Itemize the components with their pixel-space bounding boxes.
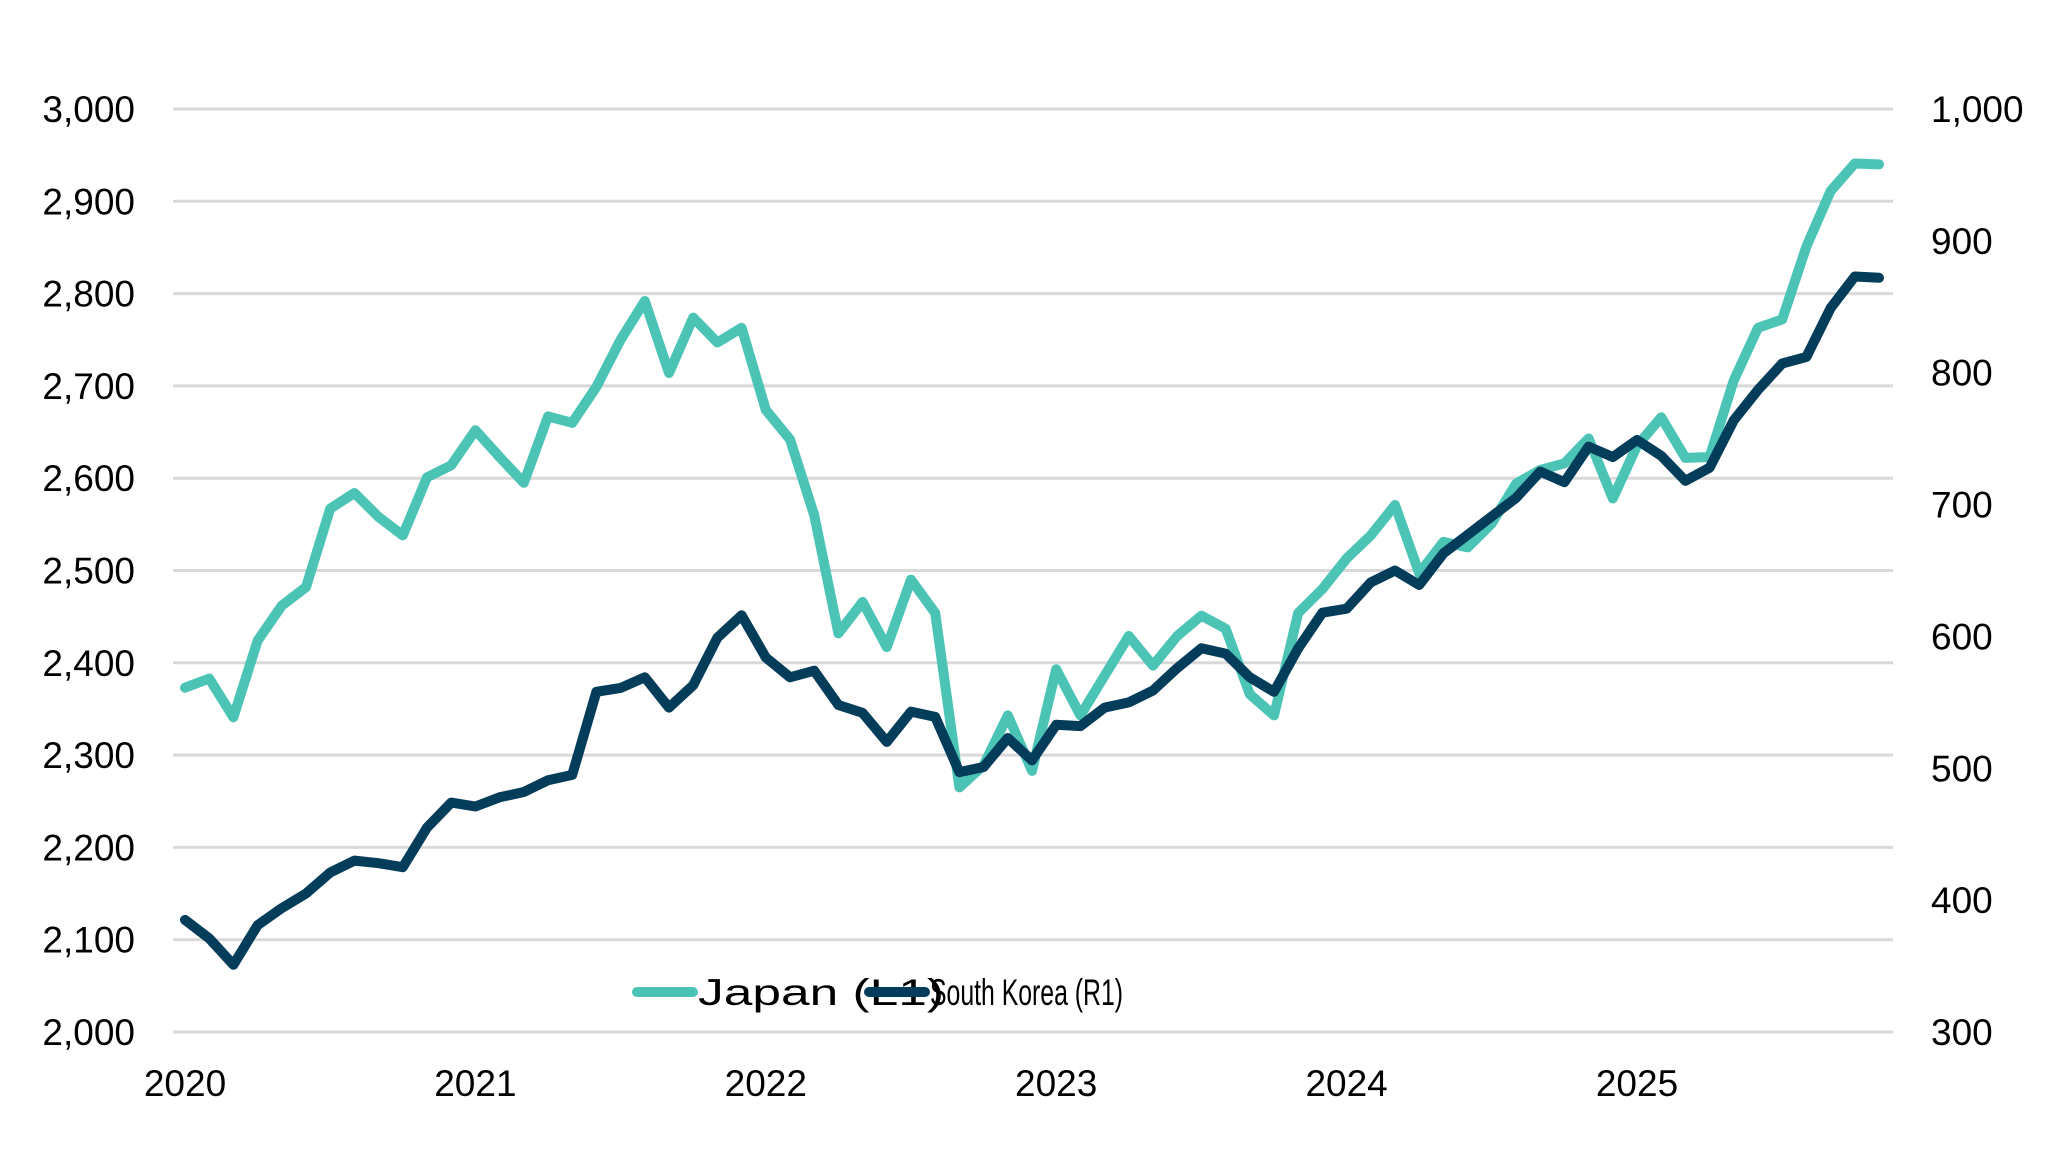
x-axis-tick-label: 2021 (434, 1063, 516, 1104)
right-axis-tick-label: 900 (1931, 221, 1993, 262)
x-axis-tick-label: 2024 (1305, 1063, 1387, 1104)
left-y-axis: 2,000 2,100 2,200 2,300 2,400 2,500 2,600 2,700… (42, 89, 135, 1053)
left-axis-tick-label: 2,200 (42, 827, 135, 868)
left-axis-tick-label: 2,700 (42, 366, 135, 407)
right-y-axis: 300 400 500 600 700 800 900 1,000 (1931, 89, 2024, 1053)
left-axis-tick-label: 2,800 (42, 274, 135, 315)
legend: Japan (L1) South Korea (R1) (637, 972, 1123, 1013)
series (185, 163, 1879, 965)
series-line-south-korea (185, 277, 1879, 965)
left-axis-tick-label: 2,400 (42, 643, 135, 684)
right-axis-tick-label: 600 (1931, 616, 1993, 657)
gridlines (173, 109, 1893, 1032)
right-axis-tick-label: 500 (1931, 748, 1993, 789)
series-line-japan (185, 164, 1879, 788)
left-axis-tick-label: 2,500 (42, 551, 135, 592)
x-axis-tick-label: 2020 (144, 1063, 226, 1104)
x-axis-tick-label: 2022 (725, 1063, 807, 1104)
x-axis-tick-label: 2025 (1596, 1063, 1678, 1104)
series-japan (185, 163, 1879, 787)
right-axis-tick-label: 400 (1931, 880, 1993, 921)
left-axis-tick-label: 2,100 (42, 920, 135, 961)
right-axis-tick-label: 300 (1931, 1012, 1993, 1053)
left-axis-tick-label: 2,600 (42, 458, 135, 499)
x-axis: 2020 2021 2022 2023 2024 2025 (144, 1063, 1678, 1104)
right-axis-tick-label: 800 (1931, 353, 1993, 394)
right-axis-tick-label: 700 (1931, 485, 1993, 526)
right-axis-tick-label: 1,000 (1931, 89, 2024, 130)
left-axis-tick-label: 2,000 (42, 1012, 135, 1053)
left-axis-tick-label: 2,300 (42, 735, 135, 776)
series-south-korea (185, 276, 1879, 965)
legend-label-south-korea: South Korea (R1) (930, 972, 1123, 1013)
left-axis-tick-label: 3,000 (42, 89, 135, 130)
left-axis-tick-label: 2,900 (42, 181, 135, 222)
x-axis-tick-label: 2023 (1015, 1063, 1097, 1104)
